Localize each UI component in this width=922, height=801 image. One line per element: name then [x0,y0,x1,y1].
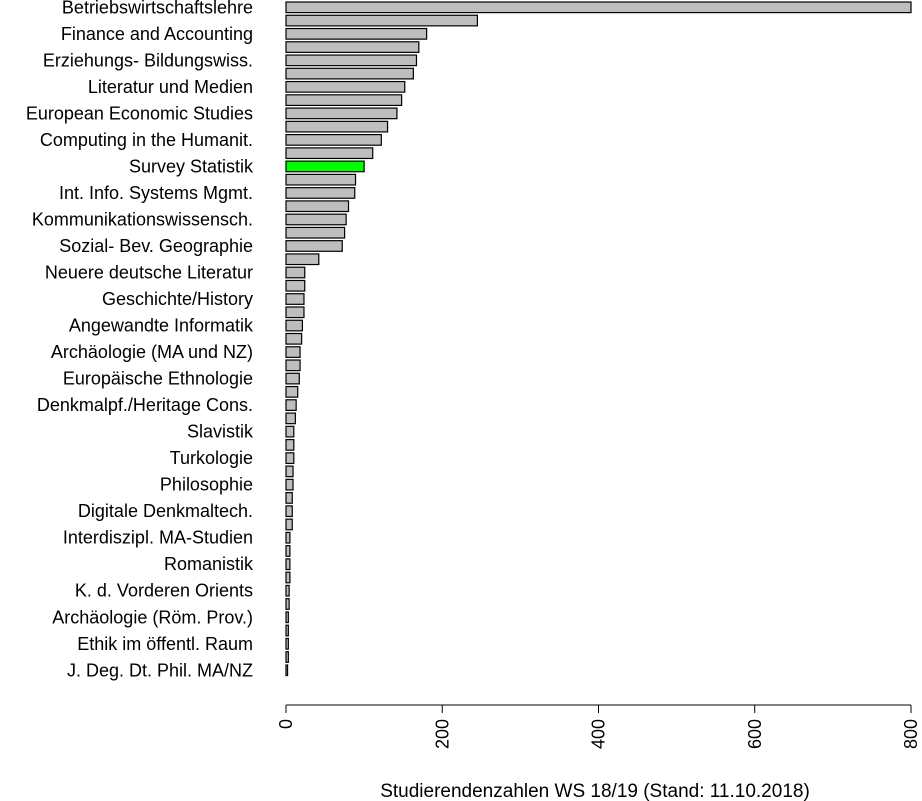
bar [285,107,398,120]
bar [285,14,479,27]
category-label: Archäologie (Röm. Prov.) [52,607,253,627]
bar [285,226,346,239]
bar [285,187,356,199]
bar [285,372,300,385]
bar [285,240,343,252]
bars-group [285,1,912,677]
bar [285,147,374,160]
bar [285,253,320,266]
bar [285,624,289,637]
category-label: K. d. Vorderen Orients [75,581,253,601]
x-tick-label: 800 [901,719,921,749]
x-tick-label: 400 [589,719,609,749]
bar [285,478,294,491]
bar [285,120,389,133]
category-label: Geschichte/History [102,289,253,309]
bar [285,293,305,305]
category-label: Int. Info. Systems Mgmt. [59,183,253,203]
category-label: Romanistik [164,554,254,574]
bar [285,531,291,544]
bar [285,134,382,146]
bar [285,611,289,624]
bar [285,399,297,411]
bar [285,584,290,597]
bar [285,518,293,531]
bar [285,385,299,398]
category-label: Neuere deutsche Literatur [45,263,253,283]
bar [285,651,289,663]
bar [285,346,301,358]
category-label: Angewandte Informatik [69,316,254,336]
bar [285,80,406,93]
category-label: Computing in the Humanit. [40,130,253,150]
category-label: Ethik im öffentl. Raum [77,634,253,654]
category-label: Slavistik [187,422,254,442]
bar [285,27,428,40]
category-label: Philosophie [160,475,253,495]
category-labels: Betriebswirtschaftslehre Finance and Acco… [26,0,254,680]
category-label: Sozial- Bev. Geographie [59,236,253,256]
bar [285,94,403,107]
bar [285,54,418,67]
bar [285,598,290,610]
x-tick-label: 200 [432,719,452,749]
category-label: Betriebswirtschaftslehre [62,0,253,17]
bar [285,465,294,478]
bar [285,558,291,571]
bar [285,332,303,345]
bar [285,452,295,465]
bar [285,266,306,279]
bar [285,492,293,504]
bar [285,359,301,372]
category-label: Archäologie (MA und NZ) [51,342,253,362]
bar [285,1,912,14]
bar [285,545,291,557]
bar [285,664,289,677]
category-label: Digitale Denkmaltech. [78,501,253,521]
x-tick-label: 0 [276,719,296,729]
bar [285,412,296,425]
category-label: Interdiszipl. MA-Studien [63,528,253,548]
category-label: J. Deg. Dt. Phil. MA/NZ [67,660,253,680]
bar [285,67,414,80]
category-label: Kommunikationswissensch. [32,209,253,229]
bar [285,306,305,319]
bar [285,41,420,53]
category-label: Finance and Accounting [61,24,253,44]
category-label: European Economic Studies [26,103,253,123]
category-label: Turkologie [170,448,253,468]
category-label: Erziehungs- Bildungswiss. [43,50,253,70]
x-axis-label: Studierendenzahlen WS 18/19 (Stand: 11.1… [380,781,810,801]
bar [285,505,293,518]
bar [285,637,289,650]
bar [285,319,304,332]
category-label: Europäische Ethnologie [63,369,253,389]
x-tick-label: 600 [745,719,765,749]
bar [285,173,357,186]
bar [285,425,295,438]
bar [285,213,347,226]
bar [285,200,350,213]
x-axis: 0 200 400 600 800 [276,704,921,749]
category-label: Literatur und Medien [88,77,253,97]
bar [285,160,365,173]
bar [285,279,306,292]
category-label: Denkmalpf./Heritage Cons. [37,395,253,415]
bar [285,571,291,584]
bar [285,438,295,451]
category-label: Survey Statistik [129,156,254,176]
